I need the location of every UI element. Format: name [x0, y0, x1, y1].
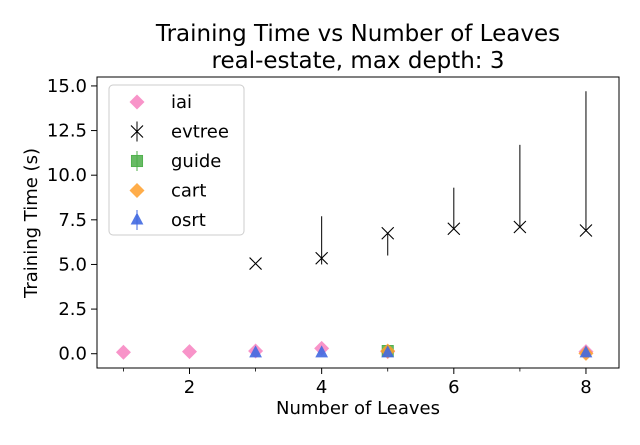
legend-item-evtree: evtree: [130, 121, 229, 143]
y-tick-label-2.5: 2.5: [58, 299, 87, 320]
point-osrt-2: [381, 345, 395, 358]
legend-marker-osrt: [130, 212, 144, 225]
legend-label-osrt: osrt: [171, 210, 206, 231]
legend: iai evtree guide cart osrt: [108, 84, 245, 236]
point-evtree-0: [249, 257, 262, 270]
x-tick-label-8: 8: [580, 377, 591, 398]
series-cart: [380, 343, 594, 361]
series-osrt: [249, 345, 593, 358]
legend-marker-cart: [129, 183, 145, 198]
legend-marker-guide: [130, 154, 144, 168]
legend-item-guide: guide: [130, 151, 221, 172]
legend-label-iai: iai: [171, 92, 192, 113]
legend-marker-iai: [129, 94, 145, 110]
y-tick-label-10: 10.0: [47, 165, 87, 186]
axes: 2 4 6 8 0.0 2.5 5.0 7.5 10.0 12.5 15.0: [47, 76, 620, 398]
point-osrt-1: [315, 345, 329, 358]
x-tick-label-6: 6: [448, 377, 459, 398]
legend-item-cart: cart: [129, 181, 206, 202]
legend-label-cart: cart: [171, 181, 206, 202]
series-evtree: [249, 91, 593, 270]
legend-label-evtree: evtree: [171, 122, 229, 143]
legend-label-guide: guide: [171, 151, 221, 172]
plot-frame: [96, 76, 620, 369]
legend-marker-evtree: [130, 125, 144, 138]
y-tick-label-7.5: 7.5: [58, 210, 87, 231]
legend-item-osrt: osrt: [130, 210, 206, 231]
point-osrt-3: [579, 345, 593, 358]
x-tick-label-4: 4: [316, 377, 327, 398]
y-tick-label-12.5: 12.5: [47, 121, 87, 142]
y-axis-label: Training Time (s): [21, 148, 42, 299]
chart-subtitle: real-estate, max depth: 3: [212, 48, 505, 74]
chart-title: Training Time vs Number of Leaves: [155, 21, 560, 47]
point-iai-1: [182, 344, 198, 360]
series-iai: [115, 340, 594, 360]
y-tick-label-5: 5.0: [58, 254, 87, 275]
x-axis-label: Number of Leaves: [276, 398, 440, 419]
y-tick-label-15: 15.0: [47, 76, 87, 97]
point-osrt-0: [249, 345, 262, 358]
legend-box: [108, 84, 245, 236]
point-evtree-3: [447, 222, 461, 236]
plot-area: [115, 91, 594, 361]
x-tick-label-2: 2: [184, 377, 195, 398]
point-evtree-2: [381, 226, 395, 240]
point-iai-0: [115, 344, 131, 360]
point-evtree-5: [579, 224, 593, 237]
point-evtree-1: [315, 251, 329, 265]
y-tick-label-0: 0.0: [58, 344, 87, 365]
point-evtree-4: [513, 220, 527, 234]
legend-item-iai: iai: [129, 92, 192, 113]
